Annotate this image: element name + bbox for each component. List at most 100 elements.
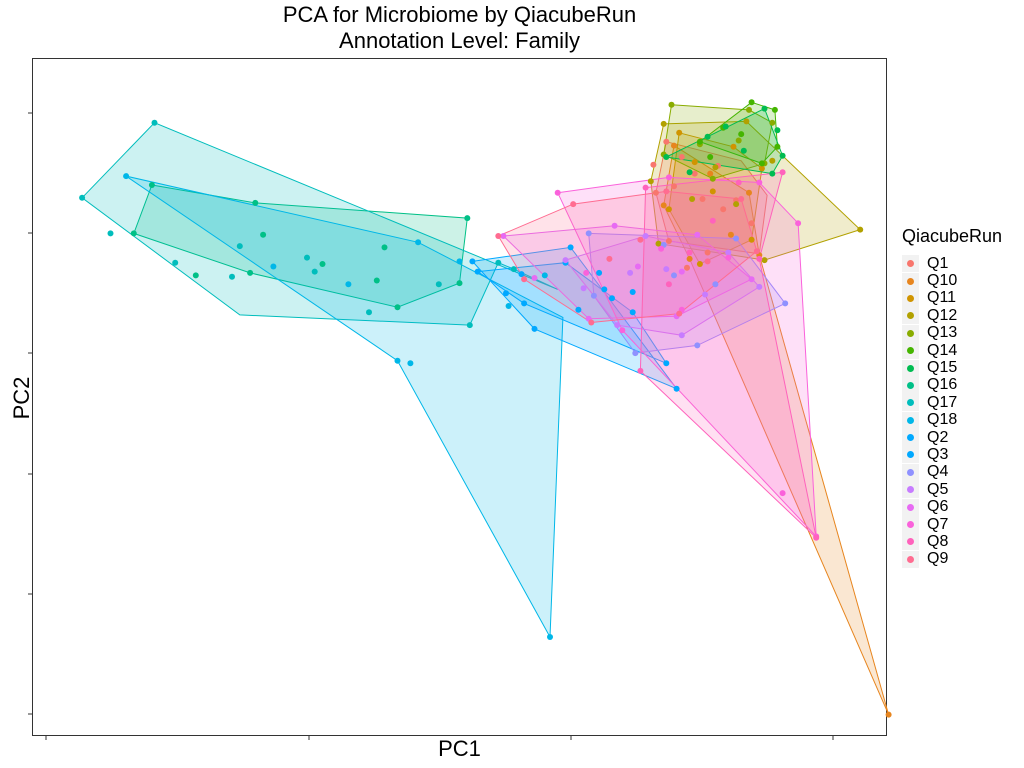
- point-q13: [746, 106, 752, 113]
- legend-dot: [907, 486, 914, 494]
- point-q15: [769, 170, 776, 177]
- point-q2: [663, 360, 670, 367]
- point-q7: [619, 327, 626, 334]
- point-q14: [748, 99, 755, 106]
- point-q12: [689, 196, 696, 202]
- point-q7: [795, 220, 802, 227]
- hull-q8: [639, 171, 818, 540]
- point-q7: [554, 189, 561, 196]
- legend-key: [902, 255, 919, 273]
- legend-label: Q9: [927, 550, 949, 568]
- point-q3: [609, 295, 615, 302]
- point-q7: [665, 174, 672, 181]
- point-q5: [702, 291, 709, 298]
- point-q1: [748, 220, 755, 227]
- point-q18: [345, 281, 352, 288]
- point-q5: [663, 266, 670, 273]
- point-q3: [567, 244, 574, 251]
- point-q7: [725, 254, 732, 261]
- point-q10: [746, 189, 752, 196]
- point-q3: [596, 269, 603, 276]
- point-q18: [505, 303, 512, 309]
- point-q8: [665, 281, 672, 288]
- point-q10: [707, 170, 714, 177]
- point-q12: [743, 118, 750, 125]
- point-q5: [627, 269, 634, 276]
- legend-key: [902, 533, 919, 551]
- point-q6: [500, 233, 507, 239]
- legend-key: [902, 463, 919, 481]
- legend-dot: [907, 399, 914, 407]
- legend-label: Q16: [927, 376, 958, 394]
- legend-label: Q15: [927, 359, 958, 377]
- point-q4: [671, 272, 677, 279]
- point-q16: [464, 215, 471, 222]
- point-q9: [676, 310, 683, 317]
- point-q6: [611, 222, 618, 229]
- point-q13: [769, 119, 776, 126]
- legend-label: Q7: [927, 515, 949, 533]
- point-q3: [673, 385, 680, 392]
- legend-key: [902, 429, 919, 447]
- point-q1: [678, 154, 685, 160]
- legend-dot: [907, 364, 914, 372]
- point-q2: [521, 300, 528, 307]
- point-q15: [774, 127, 781, 134]
- point-q12: [660, 120, 667, 127]
- legend-label: Q8: [927, 532, 949, 550]
- point-q8: [686, 249, 693, 256]
- point-q1: [684, 264, 690, 271]
- point-q9: [588, 319, 595, 326]
- legend-key: [902, 516, 919, 534]
- point-q17: [107, 230, 114, 237]
- point-q17: [495, 259, 502, 266]
- point-q15: [663, 154, 670, 160]
- legend-dot: [907, 381, 914, 389]
- point-q4: [694, 342, 701, 349]
- legend-item-q18: Q18: [902, 411, 1002, 429]
- point-q15: [779, 152, 786, 159]
- point-q17: [510, 266, 517, 273]
- legend-item-q3: Q3: [902, 446, 1002, 464]
- point-q8: [756, 255, 763, 262]
- chart-title: PCA for Microbiome by QiacubeRun: [282, 2, 637, 27]
- point-q16: [373, 277, 380, 284]
- legend-item-q6: Q6: [902, 498, 1002, 516]
- legend-item-q8: Q8: [902, 532, 1002, 551]
- point-q9: [570, 201, 577, 208]
- legend-item-q14: Q14: [902, 341, 1002, 360]
- point-q12: [647, 178, 654, 185]
- point-q15: [686, 169, 693, 176]
- point-q1: [671, 183, 677, 190]
- point-q18: [123, 173, 130, 180]
- point-q15: [722, 123, 729, 130]
- point-q5: [756, 283, 763, 290]
- legend-label: Q14: [927, 341, 958, 359]
- legend-item-q17: Q17: [902, 393, 1002, 412]
- point-q17: [151, 119, 158, 126]
- point-q1: [720, 206, 727, 213]
- hull-q18: [125, 175, 564, 639]
- legend-label: Q17: [927, 393, 958, 411]
- chart-subtitle: Annotation Level: Family: [339, 28, 580, 53]
- point-q18: [415, 239, 422, 246]
- point-q7: [779, 490, 786, 497]
- legend-item-q11: Q11: [902, 289, 1002, 307]
- point-q12: [769, 157, 776, 164]
- point-q17: [79, 194, 86, 201]
- point-q16: [247, 269, 254, 276]
- point-q1: [663, 138, 670, 145]
- legend-dot: [907, 538, 914, 546]
- point-q9: [738, 196, 745, 202]
- legend-key: [902, 446, 919, 464]
- point-q5: [642, 233, 649, 239]
- legend-key: [902, 481, 919, 499]
- legend-key: [902, 307, 919, 325]
- point-q1: [699, 196, 706, 202]
- point-q16: [456, 280, 463, 287]
- point-q8: [642, 184, 649, 191]
- point-q8: [779, 169, 786, 176]
- point-q14: [774, 143, 781, 150]
- point-q9: [521, 276, 528, 283]
